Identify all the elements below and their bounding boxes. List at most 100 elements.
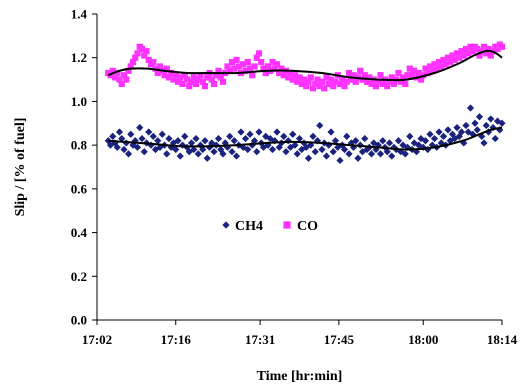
- data-point-co: [375, 78, 382, 85]
- data-point-ch4: [176, 152, 184, 160]
- data-point-co: [258, 58, 265, 66]
- data-point-co: [201, 83, 209, 90]
- data-point-co: [424, 69, 431, 77]
- data-point-co: [197, 72, 204, 79]
- data-point-ch4: [331, 137, 340, 145]
- data-point-co: [179, 80, 186, 88]
- data-point-co: [260, 65, 267, 72]
- data-point-co: [343, 78, 350, 85]
- data-point-ch4: [237, 128, 245, 136]
- x-tick-label: 17:16: [161, 332, 192, 347]
- data-point-co: [465, 50, 472, 57]
- data-point-ch4: [194, 150, 202, 158]
- data-point-ch4: [327, 128, 335, 136]
- data-point-co: [156, 63, 164, 70]
- data-point-co: [431, 61, 438, 68]
- data-point-ch4: [457, 128, 466, 136]
- data-point-co: [188, 78, 195, 85]
- data-point-co: [458, 48, 465, 55]
- data-point-co: [163, 65, 170, 72]
- data-point-ch4: [255, 128, 263, 136]
- data-point-ch4: [385, 139, 394, 147]
- data-point-co: [172, 72, 179, 79]
- data-point-co: [368, 80, 375, 88]
- data-point-co: [231, 65, 238, 72]
- data-point-ch4: [318, 145, 326, 154]
- data-point-ch4: [304, 154, 313, 162]
- data-point-co: [498, 43, 506, 50]
- data-point-co: [208, 76, 215, 83]
- data-point-ch4: [383, 148, 391, 156]
- data-point-ch4: [124, 150, 133, 158]
- data-point-co: [150, 58, 157, 66]
- data-point-ch4: [109, 132, 117, 140]
- y-tick-label: 0.0: [71, 313, 87, 328]
- data-point-ch4: [439, 132, 448, 140]
- data-point-co: [438, 63, 445, 70]
- data-point-co: [154, 69, 161, 77]
- data-point-co: [269, 58, 276, 66]
- y-axis-title: Slip / [% of fuel]: [13, 118, 28, 217]
- data-point-co: [453, 50, 461, 57]
- data-point-co: [255, 50, 263, 57]
- data-point-ch4: [163, 150, 171, 158]
- data-point-ch4: [444, 126, 452, 134]
- data-point-co: [114, 69, 121, 77]
- data-point-co: [244, 58, 251, 66]
- data-point-co: [291, 72, 299, 79]
- data-point-ch4: [291, 141, 299, 149]
- data-point-co: [109, 67, 116, 74]
- data-point-co: [467, 43, 474, 50]
- data-point-ch4: [462, 121, 470, 130]
- data-point-ch4: [232, 152, 241, 160]
- data-point-co: [242, 67, 249, 74]
- data-point-co: [213, 72, 220, 79]
- data-point-ch4: [192, 134, 200, 143]
- data-point-co: [449, 52, 456, 59]
- data-point-ch4: [367, 150, 376, 158]
- data-point-co: [460, 52, 467, 59]
- data-point-co: [289, 76, 296, 83]
- x-tick-label: 17:31: [245, 332, 275, 347]
- data-point-ch4: [491, 134, 499, 143]
- data-point-co: [217, 74, 224, 81]
- data-point-ch4: [295, 134, 304, 143]
- data-point-ch4: [352, 137, 360, 145]
- data-point-co: [399, 74, 407, 81]
- data-point-ch4: [379, 137, 387, 145]
- data-point-co: [271, 65, 278, 72]
- data-point-co: [433, 65, 440, 72]
- data-point-co: [177, 74, 184, 81]
- data-point-co: [415, 69, 422, 77]
- data-point-ch4: [165, 134, 173, 143]
- data-point-co: [318, 78, 326, 85]
- data-point-co: [132, 54, 139, 61]
- data-point-co: [339, 76, 346, 83]
- y-tick-label: 1.0: [71, 94, 87, 109]
- data-point-co: [303, 83, 310, 90]
- data-point-co: [228, 58, 236, 66]
- data-point-ch4: [343, 132, 351, 140]
- data-point-ch4: [426, 130, 434, 138]
- data-point-co: [165, 74, 173, 81]
- data-point-co: [456, 54, 463, 61]
- y-axis-title-group: Slip / [% of fuel]: [13, 118, 28, 217]
- data-point-co: [273, 61, 281, 68]
- legend-label-co: CO: [297, 219, 318, 234]
- data-point-co: [316, 83, 323, 90]
- data-point-ch4: [241, 134, 250, 143]
- data-point-ch4: [487, 115, 495, 123]
- data-point-co: [480, 43, 488, 50]
- data-point-ch4: [145, 128, 153, 136]
- data-point-co: [204, 74, 211, 81]
- data-point-co: [357, 67, 364, 74]
- data-point-co: [440, 56, 447, 63]
- data-point-co: [447, 58, 454, 66]
- data-point-ch4: [388, 152, 396, 160]
- data-point-co: [487, 52, 494, 59]
- data-point-ch4: [329, 148, 337, 156]
- data-point-ch4: [118, 134, 126, 143]
- data-point-co: [129, 58, 137, 66]
- plot-area: 0.0 0.2 0.4 0.6 0.8 1.0 1.2 1.4 17:02 17:16 17:31 1…: [71, 7, 518, 348]
